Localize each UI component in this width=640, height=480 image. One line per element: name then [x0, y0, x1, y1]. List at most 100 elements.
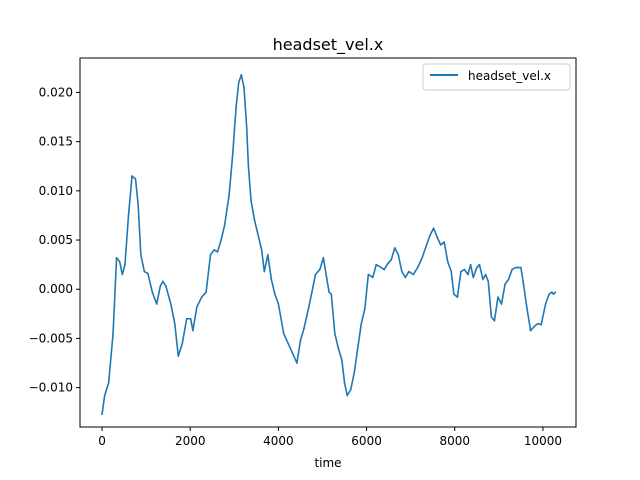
- data-point: [107, 381, 110, 384]
- data-point: [299, 339, 302, 342]
- data-point: [353, 372, 356, 374]
- data-point: [356, 347, 359, 350]
- data-point: [346, 394, 348, 397]
- y-tick-label: 0.010: [39, 184, 73, 198]
- data-point: [237, 81, 240, 84]
- data-point: [277, 303, 280, 305]
- data-point: [397, 254, 400, 256]
- data-point: [127, 214, 130, 217]
- data-point: [155, 303, 158, 305]
- data-point: [319, 268, 321, 271]
- data-point: [526, 308, 528, 310]
- data-point: [231, 155, 234, 158]
- data-point: [263, 270, 266, 273]
- data-point: [504, 283, 506, 286]
- data-point: [529, 329, 532, 332]
- data-point: [291, 352, 294, 355]
- data-point: [514, 266, 517, 269]
- data-point: [364, 308, 366, 310]
- data-point: [401, 270, 403, 273]
- data-point: [103, 394, 106, 397]
- data-point: [463, 268, 466, 271]
- data-point: [383, 268, 386, 271]
- data-point: [375, 263, 378, 266]
- data-point: [517, 266, 520, 269]
- x-tick-label: 0: [98, 434, 106, 448]
- data-point: [151, 291, 154, 293]
- data-point: [482, 278, 484, 281]
- data-point: [314, 273, 317, 276]
- data-point: [404, 276, 407, 279]
- data-point: [446, 260, 449, 263]
- data-point: [367, 273, 370, 276]
- data-point: [390, 258, 393, 261]
- data-point: [216, 251, 219, 253]
- data-point: [493, 319, 496, 322]
- data-point: [460, 270, 462, 273]
- data-point: [257, 234, 259, 236]
- data-point: [371, 276, 374, 279]
- x-tick-label: 4000: [263, 434, 294, 448]
- data-point: [439, 244, 442, 246]
- data-point: [490, 315, 493, 318]
- data-point: [467, 273, 469, 276]
- data-point: [533, 325, 535, 328]
- data-point: [548, 293, 550, 295]
- axes-frame: [79, 57, 577, 428]
- data-point: [421, 256, 423, 259]
- data-point: [267, 254, 269, 256]
- x-tick-label: 8000: [439, 434, 470, 448]
- x-tick-label: 2000: [175, 434, 206, 448]
- series-line: [101, 73, 557, 416]
- y-tick-label: 0.015: [39, 135, 73, 149]
- data-point: [253, 219, 256, 222]
- data-point: [522, 283, 525, 286]
- data-point: [173, 322, 176, 325]
- data-point: [282, 332, 285, 335]
- data-point: [101, 413, 103, 416]
- data-point: [507, 278, 510, 281]
- data-point: [472, 276, 475, 279]
- data-point: [379, 265, 381, 268]
- data-point: [196, 306, 198, 308]
- data-point: [456, 296, 459, 298]
- y-tick-label: 0.020: [39, 85, 73, 99]
- data-point: [349, 388, 352, 391]
- data-point: [436, 236, 438, 238]
- data-point: [484, 273, 487, 276]
- data-point: [544, 303, 547, 305]
- data-point: [245, 126, 248, 128]
- legend-label: headset_vel.x: [468, 69, 551, 83]
- data-point: [322, 256, 325, 259]
- data-point: [185, 317, 188, 320]
- y-tick-label: −0.005: [29, 331, 73, 345]
- data-point: [165, 285, 167, 288]
- data-point: [554, 291, 557, 293]
- legend-box: [422, 63, 571, 91]
- data-point: [131, 175, 133, 177]
- series-layer: [101, 73, 557, 416]
- data-point: [307, 308, 310, 310]
- data-point: [453, 293, 455, 295]
- x-axis-ticks: 0 2000 4000 6000 8000 10000: [98, 427, 562, 448]
- data-point: [228, 194, 230, 197]
- data-point: [443, 241, 445, 243]
- data-point: [341, 359, 343, 361]
- data-point: [112, 332, 114, 335]
- x-axis-label: time: [314, 456, 341, 470]
- y-tick-label: 0.000: [39, 282, 73, 296]
- data-point: [476, 266, 478, 269]
- data-point: [159, 285, 162, 288]
- data-point: [416, 266, 419, 269]
- data-point: [429, 234, 431, 236]
- data-point: [393, 247, 396, 249]
- data-point: [360, 322, 363, 325]
- data-point: [296, 362, 298, 364]
- data-point: [550, 291, 553, 293]
- data-point: [386, 262, 389, 265]
- data-point: [540, 323, 542, 326]
- data-point: [181, 342, 184, 345]
- chart-title: headset_vel.x: [273, 35, 384, 55]
- data-point: [170, 303, 172, 305]
